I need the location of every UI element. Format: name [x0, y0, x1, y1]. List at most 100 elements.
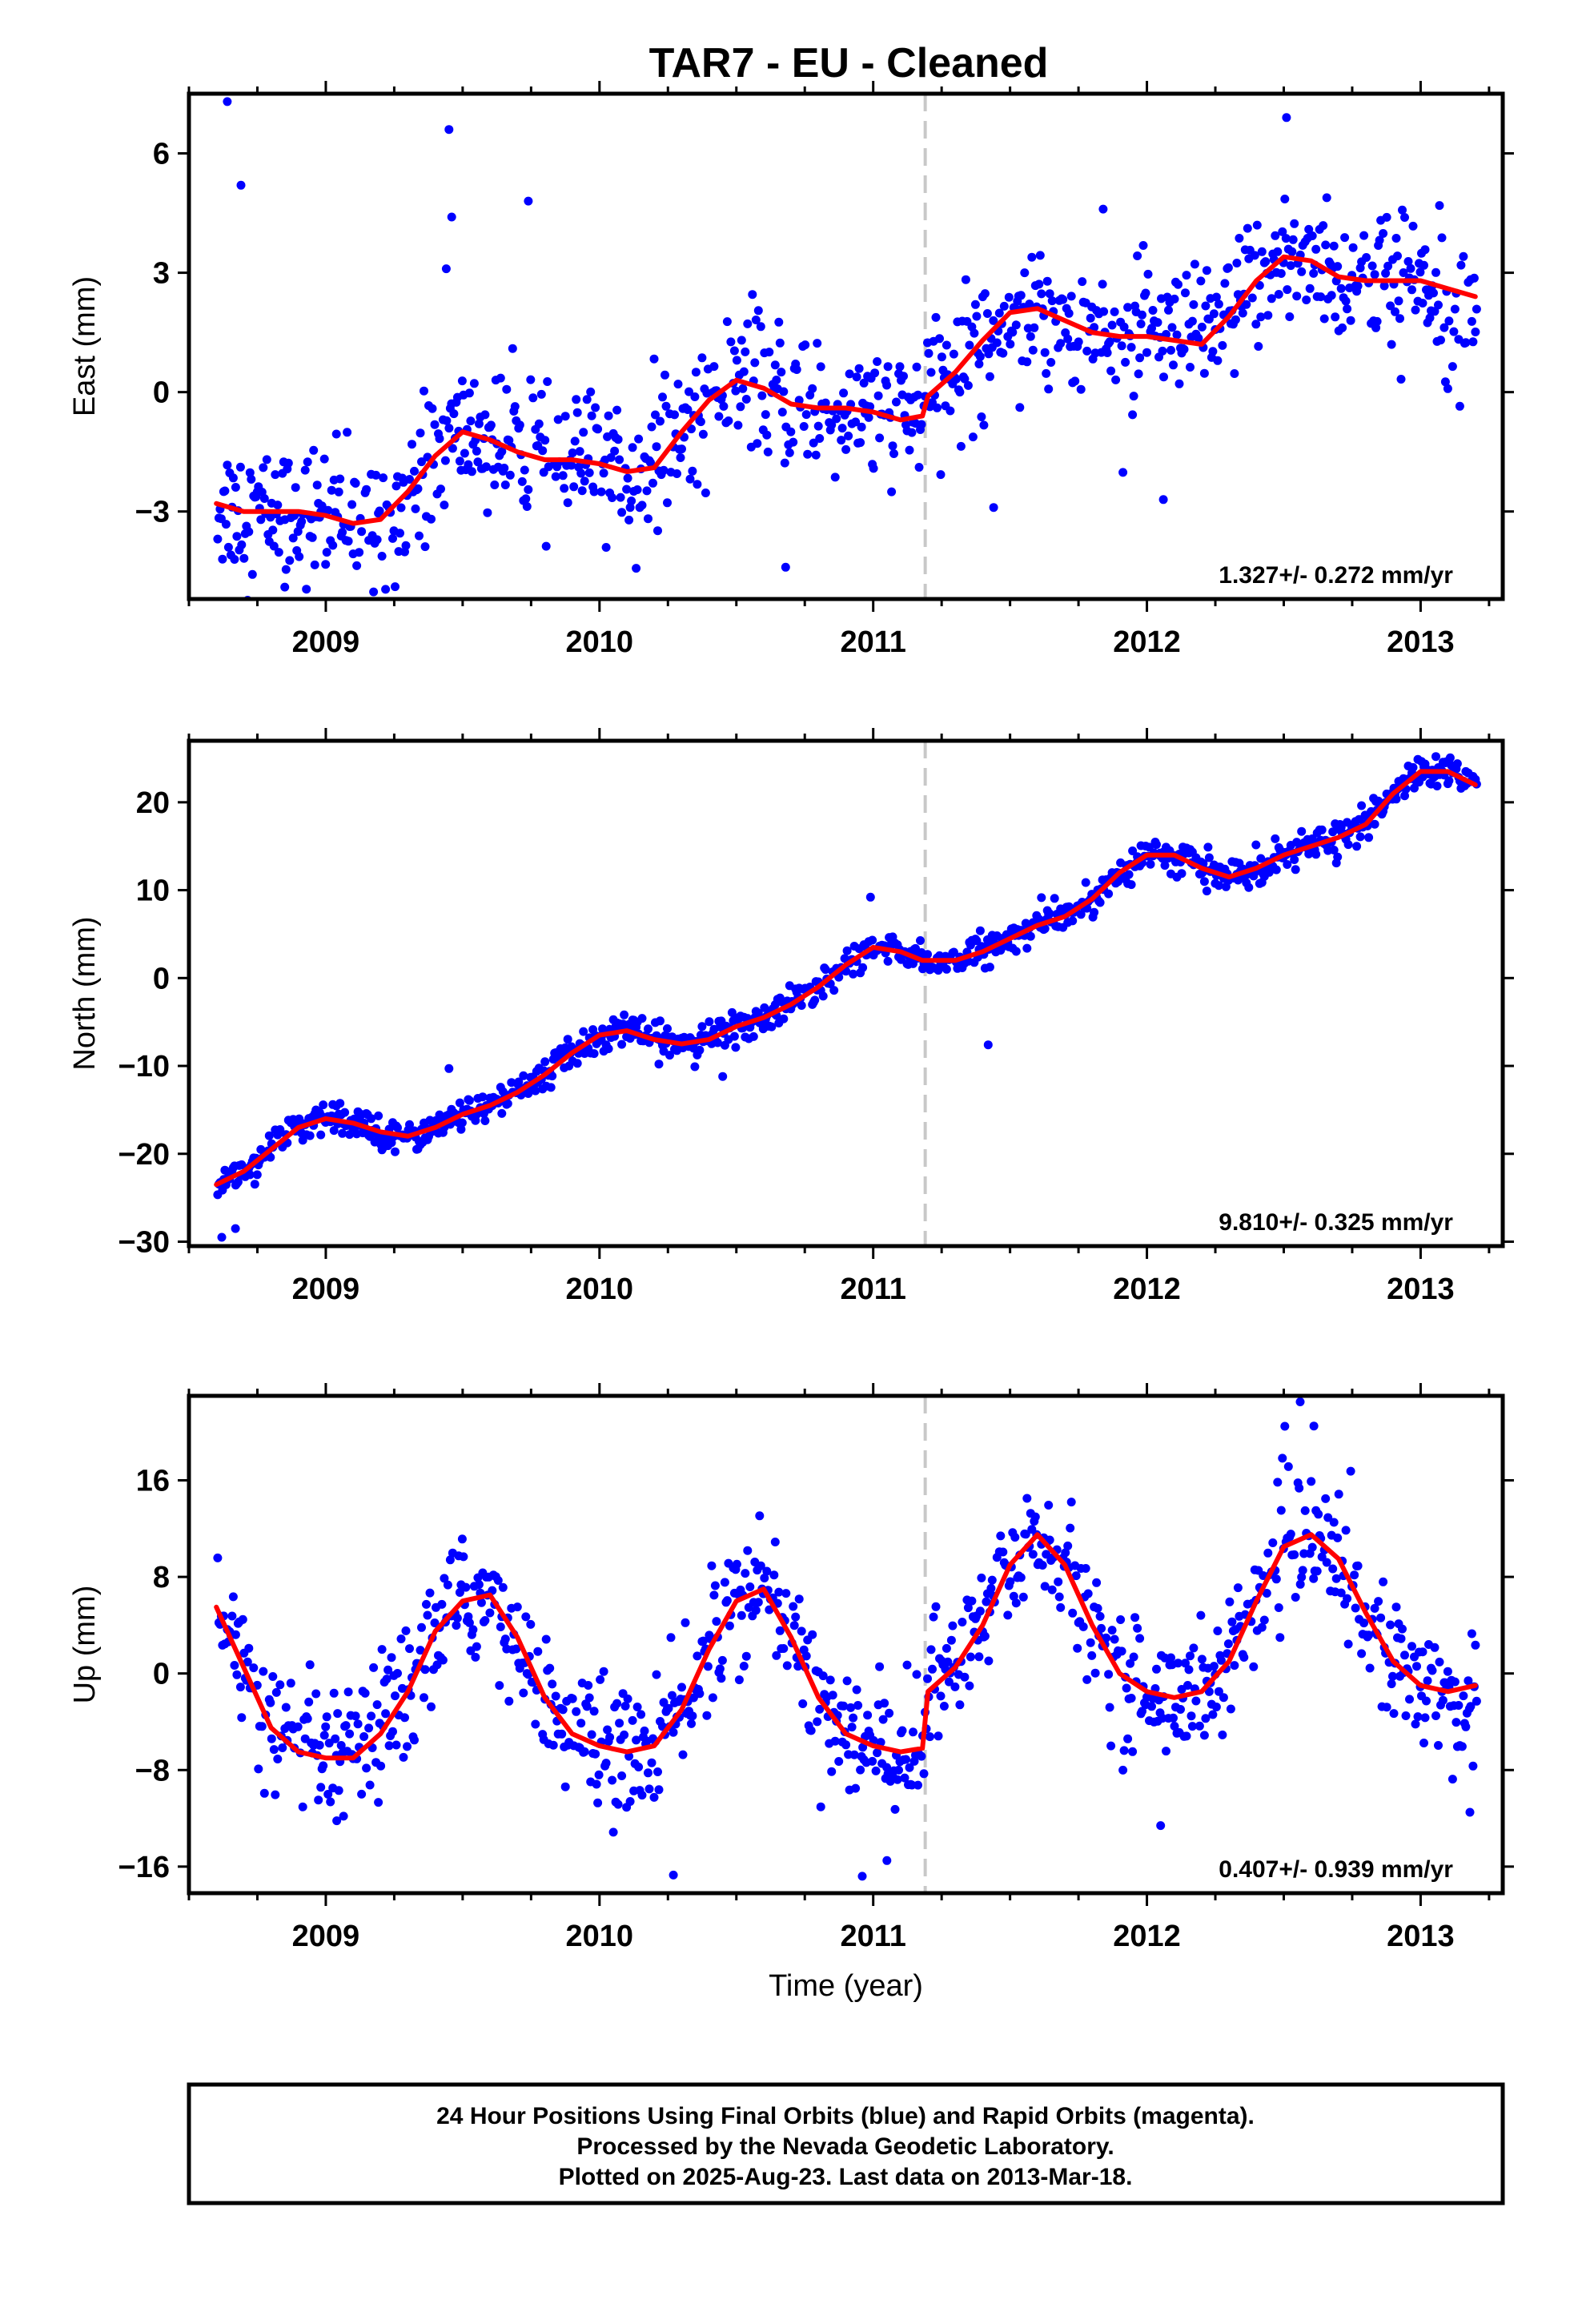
data-point — [1174, 379, 1184, 388]
data-point — [757, 391, 767, 400]
data-point — [1407, 285, 1416, 295]
data-point — [1189, 1643, 1199, 1653]
data-point — [496, 373, 505, 383]
data-point — [1226, 1704, 1235, 1714]
data-point — [1312, 1566, 1322, 1576]
data-point — [1249, 1662, 1259, 1671]
data-point — [1365, 1663, 1375, 1673]
data-point — [1450, 304, 1460, 314]
data-point — [1135, 1634, 1145, 1643]
data-point — [457, 1118, 467, 1128]
data-point — [227, 1611, 237, 1621]
data-point — [331, 429, 341, 439]
data-point — [309, 445, 319, 455]
data-point — [632, 485, 642, 494]
x-axis-label: Time (year) — [769, 1969, 923, 2003]
x-tick-label: 2013 — [1387, 625, 1455, 659]
data-point — [1336, 283, 1346, 293]
y-tick-label: 6 — [153, 138, 170, 171]
data-point — [1128, 846, 1138, 855]
data-point — [943, 1657, 953, 1667]
data-point — [235, 1683, 245, 1692]
data-point — [1346, 1466, 1355, 1476]
data-point — [1110, 1634, 1119, 1644]
data-point — [974, 360, 984, 368]
data-point — [719, 401, 729, 411]
data-point — [372, 1700, 382, 1710]
data-point — [1262, 1589, 1271, 1598]
data-point — [303, 1714, 312, 1723]
data-point — [379, 473, 388, 483]
data-point — [410, 1735, 419, 1745]
data-point — [732, 1559, 741, 1569]
data-point — [438, 1655, 448, 1665]
data-point — [405, 1120, 414, 1129]
data-point — [1126, 343, 1136, 352]
data-point — [1030, 323, 1039, 332]
data-point — [519, 1688, 528, 1698]
data-point — [975, 1606, 985, 1616]
data-point — [637, 501, 647, 510]
data-point — [849, 1713, 858, 1723]
data-point — [885, 1708, 894, 1718]
data-point — [722, 1596, 732, 1606]
data-point — [647, 422, 656, 432]
data-point — [1439, 323, 1449, 332]
data-point — [1126, 1694, 1136, 1703]
data-point — [1124, 870, 1134, 879]
data-point — [1235, 234, 1244, 243]
data-point — [1408, 762, 1418, 772]
data-point — [651, 410, 660, 420]
data-point — [1130, 1613, 1140, 1622]
data-point — [743, 319, 753, 328]
data-point — [1447, 1775, 1457, 1784]
data-point — [1319, 314, 1329, 324]
x-tick-label: 2011 — [840, 1273, 905, 1306]
data-point — [825, 1675, 835, 1685]
data-point — [440, 456, 450, 465]
data-point — [417, 457, 426, 467]
data-point — [244, 527, 254, 537]
data-point — [1078, 1622, 1088, 1631]
data-point — [271, 1687, 281, 1697]
data-point — [890, 1804, 900, 1814]
data-point — [345, 1130, 355, 1140]
data-point — [238, 1614, 247, 1624]
data-point — [259, 494, 269, 503]
data-point — [483, 508, 492, 517]
data-point — [572, 1707, 581, 1716]
data-point — [842, 1676, 852, 1686]
data-point — [849, 969, 858, 979]
data-point — [729, 1031, 739, 1041]
data-point — [1086, 1638, 1095, 1647]
data-point — [741, 395, 751, 404]
data-point — [839, 388, 849, 398]
data-point — [420, 1693, 428, 1703]
data-point — [1329, 846, 1339, 854]
data-point — [1261, 257, 1271, 267]
data-point — [1143, 269, 1153, 279]
outlier-point — [857, 1872, 867, 1881]
data-point — [1400, 213, 1409, 222]
data-point — [467, 467, 476, 476]
y-tick-label: −10 — [118, 1050, 170, 1084]
outlier-point — [444, 1063, 454, 1073]
data-point — [663, 1024, 672, 1033]
data-point — [512, 1644, 521, 1654]
data-point — [1410, 783, 1419, 793]
data-point — [481, 462, 491, 472]
data-point — [329, 1688, 339, 1698]
data-point — [259, 1667, 268, 1676]
data-point — [362, 485, 371, 494]
data-point — [604, 411, 613, 420]
data-point — [440, 1574, 449, 1583]
data-point — [579, 428, 588, 437]
data-point — [237, 540, 247, 549]
data-point — [444, 424, 454, 433]
data-point — [582, 1702, 592, 1711]
data-point — [323, 1790, 333, 1799]
data-point — [548, 1740, 558, 1750]
data-point — [813, 339, 822, 348]
data-point — [1466, 1702, 1476, 1711]
data-point — [889, 449, 898, 458]
